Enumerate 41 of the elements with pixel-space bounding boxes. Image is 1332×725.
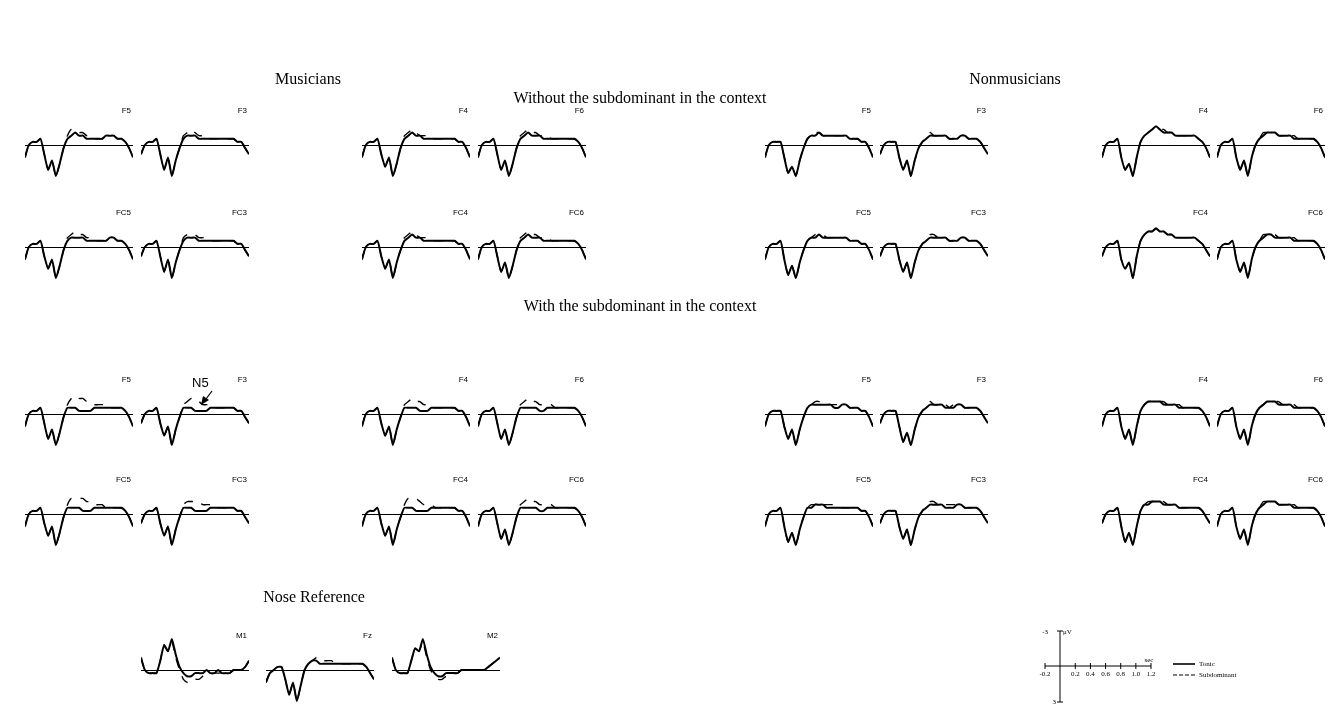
chart-title: F5 [121,374,132,384]
chart-title: FC6 [1307,207,1324,217]
chart-title: F3 [237,374,248,384]
text: With the subdominant in the context [523,297,757,314]
chart-title: F6 [574,374,585,384]
chart-title: Fz [363,630,372,640]
text: N5 [192,375,209,390]
chart-title: F3 [976,105,987,115]
chart-title: FC3 [231,474,248,484]
chart-title: M1 [235,630,248,640]
chart-title: F5 [121,105,132,115]
chart-title: FC5 [115,207,132,217]
text: Nose Reference [263,588,365,605]
chart-title: FC6 [1307,474,1324,484]
chart-title: FC4 [452,474,469,484]
chart-title: F5 [861,374,872,384]
chart-title: FC4 [1192,207,1209,217]
chart-title: FC5 [115,474,132,484]
chart-title: FC4 [452,207,469,217]
chart-title: FC6 [568,474,585,484]
chart-title: F6 [1313,374,1324,384]
chart-title: FC5 [855,207,872,217]
chart-title: F4 [1198,374,1209,384]
chart-title: F4 [1198,105,1209,115]
chart-title: FC6 [568,207,585,217]
chart-title: FC3 [970,474,987,484]
chart-title: FC3 [231,207,248,217]
chart-title: FC5 [855,474,872,484]
chart-title: FC3 [970,207,987,217]
chart-title: FC4 [1192,474,1209,484]
chart-title: F5 [861,105,872,115]
chart-title: F4 [458,105,469,115]
chart-title: M2 [486,630,499,640]
chart-title: F3 [976,374,987,384]
chart-title: F6 [1313,105,1324,115]
chart-title: F4 [458,374,469,384]
chart-title: F3 [237,105,248,115]
chart-title: F6 [574,105,585,115]
text: Musicians [275,70,341,87]
text: Without the subdominant in the context [513,89,767,106]
text: Nonmusicians [969,70,1061,87]
